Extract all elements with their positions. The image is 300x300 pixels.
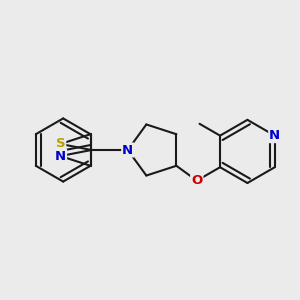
Text: N: N [122,143,133,157]
Text: N: N [55,149,66,163]
Text: O: O [191,174,202,187]
Text: N: N [269,129,280,142]
Text: S: S [56,137,65,151]
